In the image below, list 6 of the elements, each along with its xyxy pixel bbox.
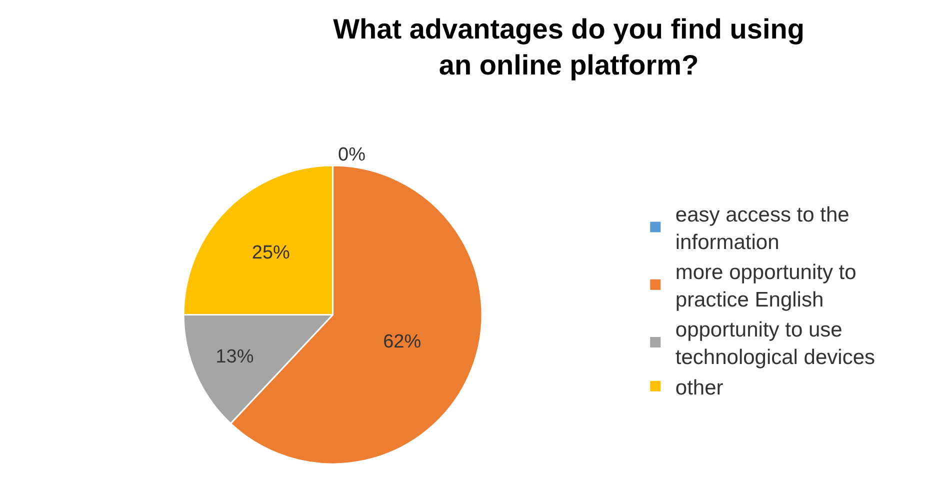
- data-label: 13%: [216, 346, 254, 368]
- text: 0%: [338, 144, 366, 166]
- legend-label: other: [675, 376, 724, 400]
- data-label: 62%: [383, 332, 422, 353]
- chart-title: What advantages do you find using an online platform?: [333, 13, 804, 81]
- data-label: 25%: [252, 242, 290, 264]
